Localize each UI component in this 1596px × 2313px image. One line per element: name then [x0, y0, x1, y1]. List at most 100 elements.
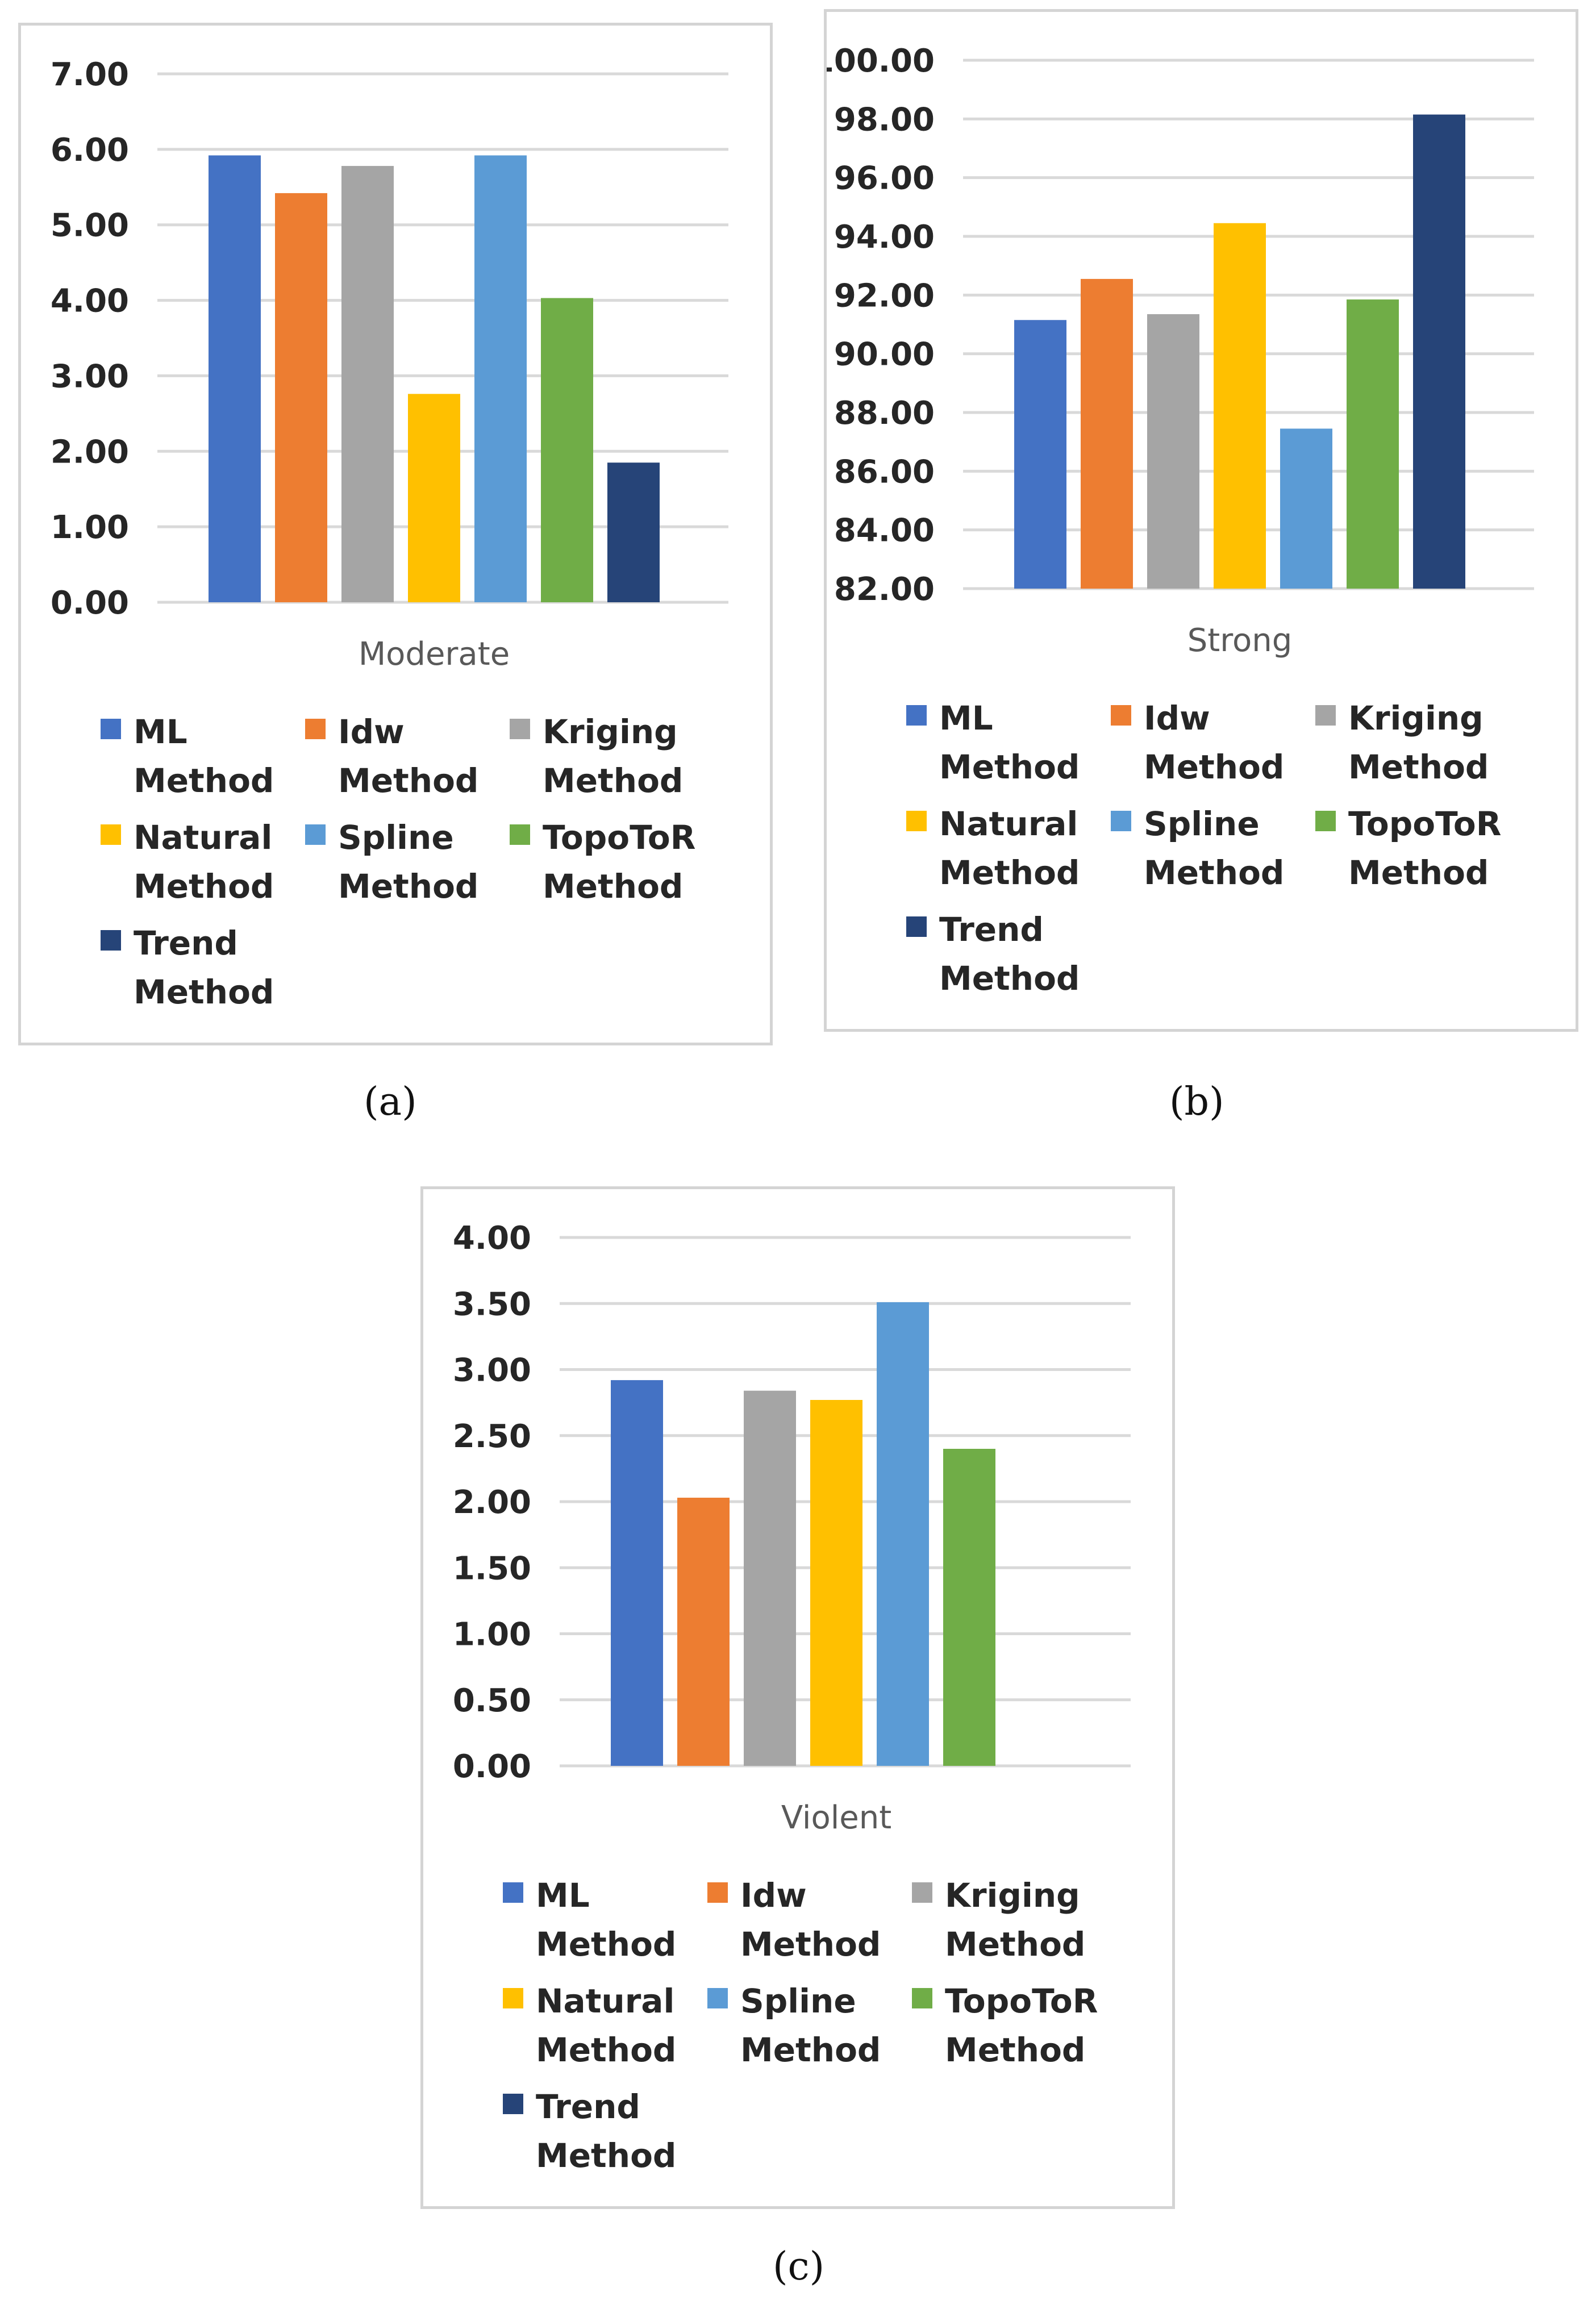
chart-a-ytick-label: 2.00: [51, 434, 129, 470]
chart-a-ytick-label: 6.00: [51, 132, 129, 169]
legend-item: ML Method: [906, 694, 1111, 791]
chart-a-ytick-label: 3.00: [51, 358, 129, 395]
chart-b-plot: 82.00 84.00 86.00 88.00 90.00 92.00 94.00 96.00…: [827, 43, 1534, 659]
chart-a-ytick-label: 7.00: [51, 56, 129, 93]
legend-item: Spline Method: [305, 813, 510, 911]
legend-item: TopoToR Method: [1315, 799, 1520, 897]
chart-b-bar-natural-method: [1214, 223, 1266, 589]
chart-c-ytick-label: 3.50: [453, 1286, 531, 1323]
legend-label: Idw Method: [1144, 699, 1285, 786]
legend-label: Idw Method: [740, 1876, 881, 1964]
chart-panel-a: 0.00 1.00 2.00 3.00 4.00 5.00 6.00 7.00 Moderate…: [18, 23, 773, 1045]
chart-b-ytick-label: 94.00: [834, 219, 935, 256]
legend-label: ML Method: [134, 712, 274, 800]
legend-item: Spline Method: [707, 1977, 912, 2074]
chart-a-bar-trend-method: [607, 462, 660, 602]
legend-swatch: [510, 719, 530, 739]
legend-item: Idw Method: [1111, 694, 1315, 791]
chart-c-ytick-label: 1.50: [453, 1550, 531, 1587]
chart-b-ytick-label: 82.00: [834, 571, 935, 608]
chart-b-bar-spline-method: [1280, 428, 1332, 589]
caption-b: (b): [1169, 1080, 1224, 1124]
chart-a-bar-idw-method: [275, 193, 327, 602]
legend-swatch: [503, 1988, 523, 2008]
legend-item: Idw Method: [707, 1871, 912, 1969]
chart-a-category-label: Moderate: [359, 636, 510, 673]
legend-swatch: [906, 811, 927, 831]
legend-swatch: [101, 824, 121, 845]
legend-label: Natural Method: [939, 805, 1080, 892]
chart-b-category-label: Strong: [1187, 622, 1293, 659]
chart-b-bar-trend-method: [1413, 114, 1465, 589]
legend-label: ML Method: [939, 699, 1080, 786]
chart-panel-c: 0.00 0.50 1.00 1.50 2.00 2.50 3.00 3.50 4.00 Viol…: [420, 1186, 1175, 2209]
legend-label: Spline Method: [338, 818, 479, 906]
legend-label: Trend Method: [134, 924, 274, 1011]
legend-item: TopoToR Method: [510, 813, 714, 911]
legend-label: Natural Method: [134, 818, 274, 906]
legend-swatch: [1315, 705, 1336, 726]
chart-b-bar-kriging-method: [1147, 314, 1199, 589]
legend-item: Kriging Method: [510, 707, 714, 805]
chart-a-bar-topotor-method: [541, 298, 593, 602]
chart-b-ytick-label: 98.00: [834, 101, 935, 138]
chart-panel-b: 82.00 84.00 86.00 88.00 90.00 92.00 94.00 96.00…: [824, 9, 1578, 1032]
chart-b-bar-idw-method: [1081, 278, 1133, 589]
chart-c-ytick-label: 4.00: [453, 1220, 531, 1257]
legend-label: Kriging Method: [945, 1876, 1086, 1964]
legend-swatch: [1111, 705, 1131, 726]
chart-c-ytick-label: 2.50: [453, 1418, 531, 1455]
chart-b-bar-topotor-method: [1347, 299, 1399, 589]
legend-item: Kriging Method: [1315, 694, 1520, 791]
chart-c-category-label: Violent: [781, 1799, 891, 1836]
legend-swatch: [1315, 811, 1336, 831]
chart-a-bar-kriging-method: [341, 166, 394, 602]
legend-item: ML Method: [503, 1871, 707, 1969]
legend-label: Kriging Method: [1348, 699, 1489, 786]
legend-swatch: [906, 705, 927, 726]
legend-swatch: [1111, 811, 1131, 831]
chart-c-ytick-label: 0.00: [453, 1748, 531, 1785]
chart-c-bar-spline-method: [877, 1302, 929, 1766]
chart-b-bar-ml-method: [1014, 320, 1066, 589]
chart-c-bar-kriging-method: [744, 1390, 796, 1766]
legend-label: Idw Method: [338, 712, 479, 800]
chart-a-ytick-label: 5.00: [51, 207, 129, 244]
chart-a-ytick-label: 4.00: [51, 283, 129, 320]
chart-a-bar-spline-method: [474, 155, 527, 602]
chart-c-bar-idw-method: [677, 1498, 730, 1766]
chart-c-ytick-label: 2.00: [453, 1484, 531, 1521]
legend-swatch: [510, 824, 530, 845]
chart-a-bar-ml-method: [209, 155, 261, 602]
chart-b-ytick-label: 88.00: [834, 395, 935, 432]
legend-label: Trend Method: [939, 910, 1080, 998]
legend-item: TopoToR Method: [912, 1977, 1116, 2074]
caption-a: (a): [364, 1080, 417, 1124]
chart-a-ytick-label: 0.00: [51, 585, 129, 622]
chart-a-ytick-label: 1.00: [51, 509, 129, 546]
legend-swatch: [101, 719, 121, 739]
legend-swatch: [707, 1988, 728, 2008]
legend-item: Spline Method: [1111, 799, 1315, 897]
chart-c-bar-ml-method: [611, 1380, 663, 1766]
chart-c-ytick-label: 0.50: [453, 1682, 531, 1719]
legend-item: Trend Method: [906, 905, 1111, 1003]
legend-swatch: [503, 2094, 523, 2114]
chart-c-bar-natural-method: [810, 1399, 862, 1766]
legend-item: Natural Method: [906, 799, 1111, 897]
legend-swatch: [707, 1882, 728, 1903]
chart-a-bar-natural-method: [408, 394, 460, 602]
legend-label: Spline Method: [740, 1982, 881, 2069]
legend-label: Spline Method: [1144, 805, 1285, 892]
legend-swatch: [101, 930, 121, 951]
chart-c-ytick-label: 1.00: [453, 1616, 531, 1653]
chart-c-ytick-label: 3.00: [453, 1352, 531, 1389]
legend-label: TopoToR Method: [543, 818, 696, 906]
caption-c: (c): [773, 2244, 825, 2289]
legend-label: TopoToR Method: [1348, 805, 1502, 892]
chart-a-plot: 0.00 1.00 2.00 3.00 4.00 5.00 6.00 7.00 Moderate: [51, 56, 728, 673]
legend-item: Natural Method: [503, 1977, 707, 2074]
chart-b-ytick-label: 90.00: [834, 336, 935, 373]
legend-item: Trend Method: [101, 919, 305, 1016]
legend-swatch: [912, 1988, 932, 2008]
